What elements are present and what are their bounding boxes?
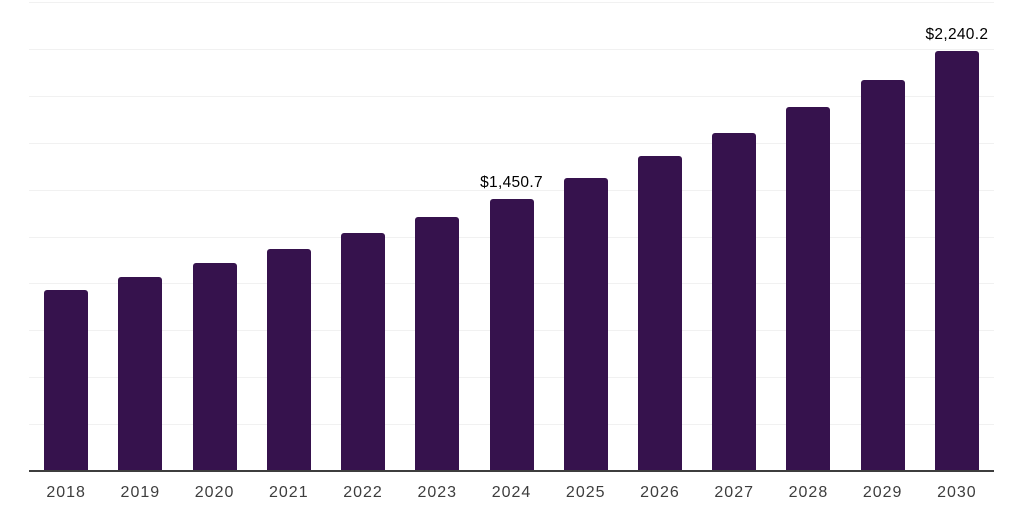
bar-2025[interactable] bbox=[563, 178, 608, 471]
x-tick-2029: 2029 bbox=[862, 484, 903, 501]
bar-2026[interactable] bbox=[637, 156, 682, 471]
bar-value-label-2030: $2,240.2 bbox=[925, 25, 989, 43]
x-tick-2024: 2024 bbox=[491, 484, 532, 501]
x-tick-2022: 2022 bbox=[343, 484, 383, 501]
gridline bbox=[29, 48, 994, 50]
gridline bbox=[29, 189, 994, 191]
x-tick-2026: 2026 bbox=[640, 484, 680, 501]
x-tick-2020: 2020 bbox=[194, 484, 235, 501]
bar-2030[interactable] bbox=[934, 50, 979, 471]
x-axis-line bbox=[29, 470, 994, 472]
bar-2027[interactable] bbox=[712, 132, 757, 471]
x-tick-2030: 2030 bbox=[937, 484, 977, 501]
bar-2021[interactable] bbox=[266, 248, 311, 471]
x-tick-2025: 2025 bbox=[565, 484, 606, 501]
bar-value-label-2024: $1,450.7 bbox=[480, 173, 543, 191]
x-tick-2028: 2028 bbox=[788, 484, 829, 501]
x-tick-2019: 2019 bbox=[120, 484, 161, 501]
gridline bbox=[29, 142, 994, 144]
x-tick-2027: 2027 bbox=[714, 484, 754, 501]
bar-2024[interactable] bbox=[489, 198, 534, 471]
gridline bbox=[29, 95, 994, 97]
bar-2028[interactable] bbox=[786, 107, 831, 471]
bar-2018[interactable] bbox=[44, 289, 89, 471]
bar-2020[interactable] bbox=[192, 263, 237, 471]
x-tick-2018: 2018 bbox=[46, 484, 86, 501]
bar-2022[interactable] bbox=[341, 233, 386, 471]
bar-2019[interactable] bbox=[118, 276, 163, 471]
gridline bbox=[29, 2, 994, 3]
x-tick-2023: 2023 bbox=[417, 484, 458, 501]
bar-2023[interactable] bbox=[415, 216, 460, 471]
x-tick-2021: 2021 bbox=[269, 484, 309, 501]
bar-2029[interactable] bbox=[860, 80, 905, 471]
